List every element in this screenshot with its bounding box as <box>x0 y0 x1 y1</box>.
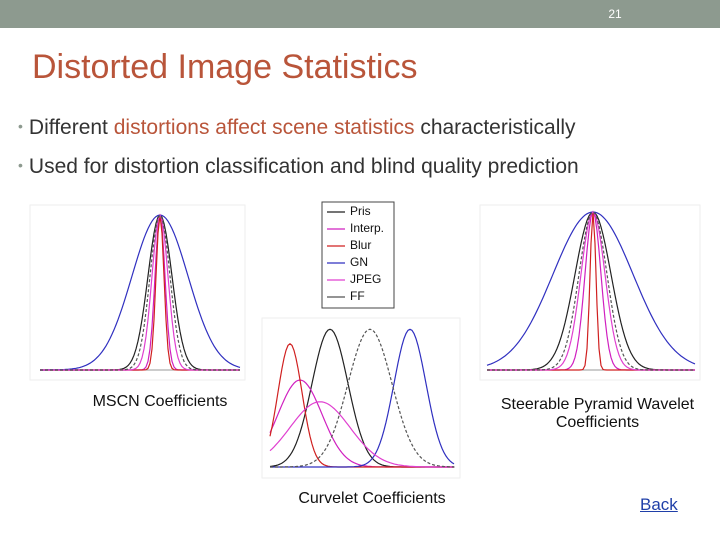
text: Different <box>28 116 114 139</box>
curve <box>487 211 695 371</box>
steerable-plot <box>486 210 696 371</box>
curve <box>486 211 696 366</box>
caption: MSCN Coefficients <box>92 393 228 410</box>
legend-label: GN <box>350 255 368 269</box>
curve <box>40 213 240 371</box>
legend-box <box>321 201 395 309</box>
caption: Curvelet Coefficients <box>298 490 446 507</box>
bullet: • Different distortions affect scene stat… <box>18 116 576 139</box>
page-number: 21 <box>608 7 622 21</box>
slide-title: Distorted Image Statistics <box>32 48 418 86</box>
legend-label: Interp. <box>350 221 384 235</box>
legend-label: FF <box>350 289 365 303</box>
curve <box>270 328 455 468</box>
back-link[interactable]: Back <box>640 495 678 514</box>
mscn-plot <box>40 213 241 371</box>
curve <box>269 401 454 468</box>
caption: Steerable Pyramid Wavelet Coefficients <box>500 396 695 431</box>
plot-frame <box>261 317 461 479</box>
curvelet-plot <box>269 328 455 468</box>
curve <box>40 214 241 371</box>
legend-label: Pris <box>350 204 371 218</box>
legend-label: Blur <box>350 238 371 252</box>
legend: Pris Interp. Blur GN JPEG FF <box>327 204 384 303</box>
highlight: distortions affect scene statistics <box>113 116 415 139</box>
top-bar <box>0 0 720 28</box>
curve <box>270 328 454 468</box>
legend-label: JPEG <box>350 272 381 286</box>
bullet: • Used for distortion classification and … <box>18 155 579 178</box>
curve <box>40 213 240 371</box>
text: characteristically <box>414 116 576 139</box>
plot-frame <box>29 204 246 381</box>
text: Used for distortion classification and b… <box>28 155 579 178</box>
